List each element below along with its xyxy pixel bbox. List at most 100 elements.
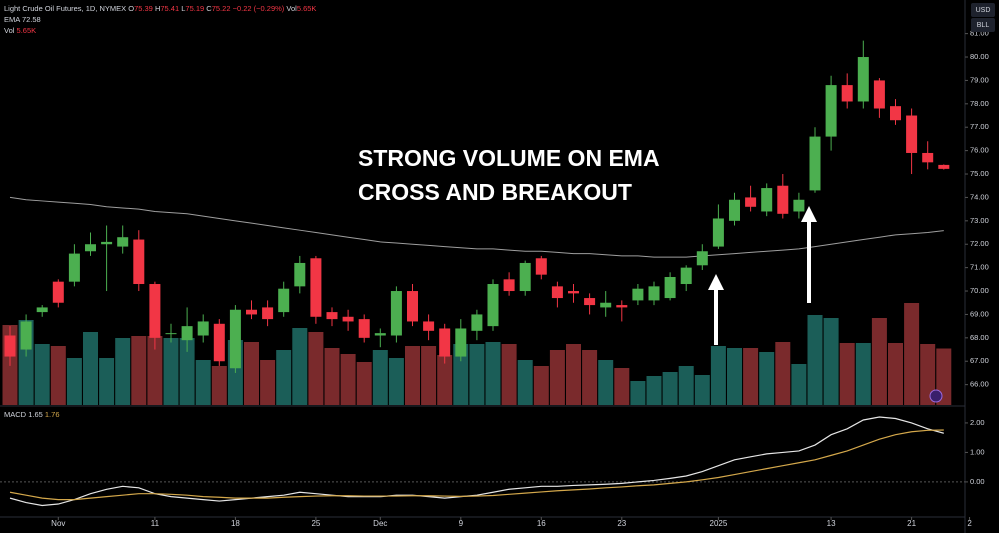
candle-body [809,136,821,191]
candle-body [793,199,805,212]
candle-body [922,152,934,163]
volume-bar [678,366,694,405]
candle-body [632,288,644,301]
volume-bar [920,344,936,405]
volume-bar [372,350,388,405]
volume-bar [163,338,179,405]
volume-bar [517,360,533,405]
value: 5.65K [17,26,37,35]
candle-body [85,244,96,252]
x-tick-label: 13 [827,519,836,528]
label: MACD [4,410,27,419]
candle-body [600,302,612,308]
volume-bar [405,346,420,405]
candle-body [390,291,402,336]
alert-icon[interactable] [929,389,943,403]
volume-bar [340,354,356,405]
volume-bar [549,350,565,405]
value: 75.19 [185,4,204,13]
candle-body [213,323,225,362]
volume-bar [646,376,662,405]
candle-body [729,199,740,221]
candle-body [503,279,515,292]
y-tick-label: 74.00 [970,192,989,201]
candle-body [648,286,660,301]
candle-body [857,57,869,102]
candle-body [68,253,80,282]
volume-bar [421,346,437,405]
candle-body [680,267,692,285]
volume-bar [244,342,259,405]
candle-body [664,276,676,299]
volume-bar [292,328,308,405]
currency-box[interactable] [971,3,995,17]
candle-body [745,197,757,207]
volume-bar [501,344,517,405]
y-tick-label: 80.00 [970,52,989,61]
y-tick-label: 67.00 [970,356,989,365]
x-tick-label: 11 [151,519,160,528]
candle-body [761,188,773,212]
ema-line [9,196,944,258]
candle-body [616,305,628,308]
candle-body [262,307,274,320]
x-tick-label: 16 [537,519,546,528]
volume-bar [533,366,549,405]
y-tick-label: 76.00 [970,146,989,155]
candle-body [294,262,306,287]
legend-line: EMA 72.58 [4,15,41,24]
candle-body [841,85,853,102]
volume-bar [50,346,66,405]
candle-body [471,314,483,331]
arrow [708,274,724,345]
y-tick-label: 69.00 [970,309,989,318]
candle-body [181,326,193,341]
volume-bar [324,348,340,405]
currency[interactable]: USD [976,7,991,14]
candle-body [342,316,354,322]
plot-layer: 66.00 67.00 68.00 69.00 70.00 71.00 72.00 73.00… [0,29,989,528]
volume-bar [791,364,807,405]
y-tick-label: 0.00 [970,477,985,486]
volume-bar [469,344,485,405]
volume-bar [614,368,630,405]
annotation: CROSS AND BREAKOUT [358,179,632,205]
unit-box[interactable] [971,18,995,32]
label: C [206,4,212,13]
candle-body [310,258,322,317]
legend-line: Light Crude Oil Futures, 1D, NYMEX O75.3… [4,4,316,13]
unit[interactable]: BLL [977,22,990,29]
volume-bar [485,342,501,405]
volume-bar [115,338,131,405]
x-tick-label: Dec [373,519,387,528]
x-tick-label: 21 [907,519,916,528]
y-tick-label: 72.00 [970,239,989,248]
volume-bar [855,343,871,405]
candle-body [358,319,370,338]
volume-bar [211,366,227,405]
volume-bar [66,358,82,405]
y-tick-label: 1.00 [970,447,985,456]
volume-bar [759,352,775,405]
candle-body [777,185,789,214]
candle-body [246,309,257,315]
volume-bar [727,348,742,405]
label: L [181,4,185,13]
volume-bar [582,350,598,405]
volume-bar [823,318,839,405]
candle-body [568,291,579,294]
change: −0.22 (−0.29%) [233,4,285,13]
candle-body [197,321,209,336]
candle-body [584,298,596,306]
value: 72.58 [22,15,41,24]
value: 75.22 [212,4,231,13]
candle-body [519,262,531,292]
volume-bar [936,348,952,405]
x-tick-label: 25 [311,519,320,528]
legend-line: MACD 1.65 1.76 [4,410,60,419]
candle-body [825,85,837,137]
y-tick-label: 81.00 [970,29,989,38]
volume-bar [260,360,276,405]
candle-body [455,328,467,357]
